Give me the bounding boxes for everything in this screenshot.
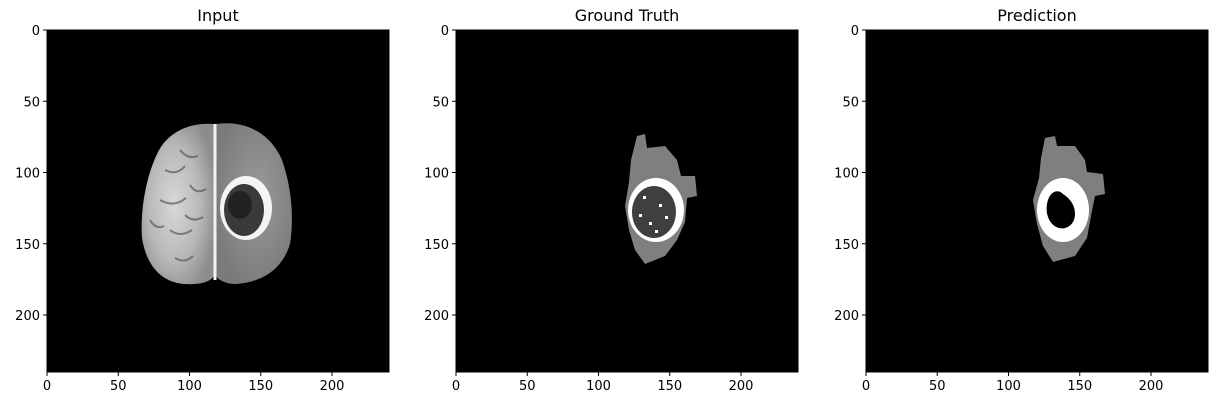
y-tick-label: 200 [424, 309, 449, 324]
x-tick-label: 0 [862, 379, 870, 394]
y-tick-label: 0 [441, 24, 449, 39]
y-tick-label: 50 [842, 95, 859, 110]
y-tick-label: 50 [432, 95, 449, 110]
x-tick-label: 200 [320, 379, 345, 394]
x-tick-label: 100 [586, 379, 611, 394]
x-tick-label: 100 [177, 379, 202, 394]
y-tick-label: 150 [834, 238, 859, 253]
x-tick-label: 50 [110, 379, 127, 394]
ground-truth-plot: 0 50 100 150 200 0 50 100 150 200 [424, 24, 799, 394]
x-tick-label: 200 [729, 379, 754, 394]
y-tick-label: 100 [834, 167, 859, 182]
y-tick-label: 200 [15, 309, 40, 324]
y-tick-label: 100 [15, 167, 40, 182]
panel-title: Input [197, 6, 239, 25]
x-tick-label: 0 [452, 379, 460, 394]
prediction-plot: 0 50 100 150 200 0 50 100 150 200 [834, 24, 1209, 394]
x-tick-label: 50 [519, 379, 536, 394]
x-tick-label: 150 [1067, 379, 1092, 394]
prediction-mask [1033, 136, 1105, 262]
axes-frame [46, 29, 390, 373]
x-tick-label: 150 [657, 379, 682, 394]
y-tick-label: 0 [32, 24, 40, 39]
x-tick-label: 200 [1139, 379, 1164, 394]
ground-truth-mask [625, 134, 697, 264]
axes-frame [455, 29, 799, 373]
panel-title: Ground Truth [574, 6, 680, 25]
y-tick-label: 150 [15, 238, 40, 253]
x-tick-label: 0 [43, 379, 51, 394]
brain-slice [141, 123, 292, 285]
panel-input: Input [0, 0, 400, 407]
panel-title: Prediction [997, 6, 1077, 25]
x-tick-label: 150 [248, 379, 273, 394]
x-tick-label: 100 [996, 379, 1021, 394]
panel-ground-truth: Ground Truth 0 50 100 150 200 0 50 100 150 200 [409, 0, 809, 407]
axes-frame [865, 29, 1209, 373]
y-tick-label: 150 [424, 238, 449, 253]
input-plot: 0 50 100 150 200 0 50 100 150 200 [15, 24, 390, 394]
panel-prediction: Prediction 0 50 100 150 200 0 50 100 150 200 [819, 0, 1219, 407]
y-tick-label: 100 [424, 167, 449, 182]
x-tick-label: 50 [929, 379, 946, 394]
y-tick-label: 50 [23, 95, 40, 110]
y-tick-label: 200 [834, 309, 859, 324]
y-tick-label: 0 [851, 24, 859, 39]
